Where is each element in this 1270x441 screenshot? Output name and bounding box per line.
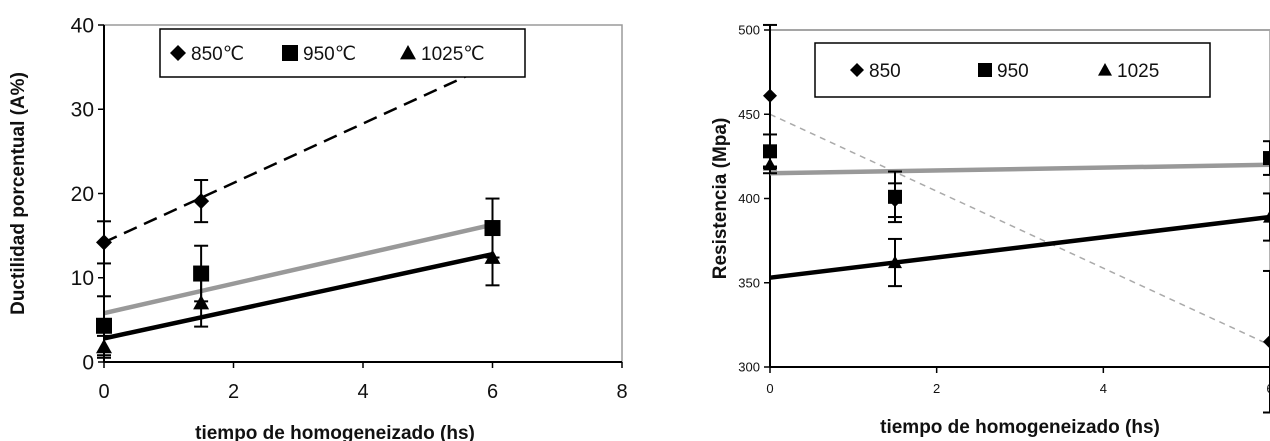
ductility-chart: 0 10 20 30 40 0 2 4 6 8 tiempo de homogeneizado (h… [8,14,628,441]
legend-marker [282,45,298,61]
series-850℃ [96,179,210,265]
y-axis-title: Resistencia (Mpa) [710,118,731,280]
trendline-950℃ [103,222,493,316]
legend-box [159,28,526,78]
trendline-1025 [769,214,1270,280]
y-tick-label: 10 [71,267,94,290]
legend-label: 1025 [1117,61,1159,82]
data-point [484,220,501,237]
legend-label: 950℃ [303,44,356,65]
data-point [888,255,902,269]
x-tick-label: 4 [1100,381,1107,396]
data-point [96,234,112,251]
y-axis-title: Ductilidad porcentual (A%) [8,72,29,315]
x-tick-label: 0 [766,381,773,396]
data-point [763,157,777,171]
trendline-950 [769,162,1270,176]
y-tick-label: 500 [738,23,760,38]
legend-marker [170,45,186,61]
plot-area: 300 350 400 450 500 0 2 4 6 [738,23,1270,414]
legend-label: 850℃ [191,44,244,65]
data-point [96,317,112,334]
y-tick-label: 30 [71,99,94,122]
y-tick-label: 20 [71,183,94,206]
legend-marker [400,45,416,60]
series-1025 [763,155,1270,288]
x-axis-title: tiempo de homogeneizado (hs) [880,417,1160,438]
y-tick-label: 0 [82,351,94,374]
x-tick-label: 8 [616,381,627,403]
legend-label: 850 [869,61,901,82]
legend: 850 950 1025 [814,42,1211,98]
y-tick-label: 450 [738,107,760,122]
series-950℃ [96,197,501,357]
data-point [1263,210,1270,223]
legend-marker [978,63,992,77]
data-point [1263,334,1270,349]
data-point [193,193,210,210]
data-point [193,265,210,282]
legend: 850℃ 950℃ 1025℃ [159,28,526,78]
legend-label: 950 [997,61,1029,82]
x-tick-label: 2 [228,381,239,403]
x-tick-label: 6 [1266,381,1270,396]
data-point [484,249,501,264]
x-tick-label: 6 [487,381,498,403]
y-tick-label: 300 [738,360,760,375]
x-tick-label: 2 [933,381,940,396]
series-950 [763,133,1270,224]
trendline-850 [769,113,1270,346]
data-point [763,88,777,103]
strength-chart: 300 350 400 450 500 0 2 4 6 tiempo de homogeneiza… [710,23,1270,438]
trendline-850℃ [103,65,487,244]
trendline-1025℃ [103,251,493,341]
legend-box [814,42,1211,98]
legend-label: 1025℃ [421,44,485,65]
data-point [888,189,902,204]
data-point [763,144,777,159]
legend-marker [1098,63,1112,76]
series-1025℃ [96,228,501,359]
x-tick-label: 4 [357,381,368,403]
y-tick-label: 350 [738,275,760,290]
y-tick-label: 400 [738,191,760,206]
plot-area: 0 10 20 30 40 0 2 4 6 8 [71,14,628,403]
data-point [193,295,210,310]
data-point [96,338,112,354]
legend-marker [850,63,864,77]
strength-chart-panel: 300 350 400 450 500 0 2 4 6 tiempo de homogeneiza… [640,0,1270,441]
x-axis-title: tiempo de homogeneizado (hs) [195,423,475,441]
y-tick-label: 40 [71,14,94,37]
ductility-chart-panel: 0 10 20 30 40 0 2 4 6 8 tiempo de homogeneizado (h… [8,14,628,441]
data-point [1263,151,1270,166]
x-tick-label: 0 [98,381,109,403]
